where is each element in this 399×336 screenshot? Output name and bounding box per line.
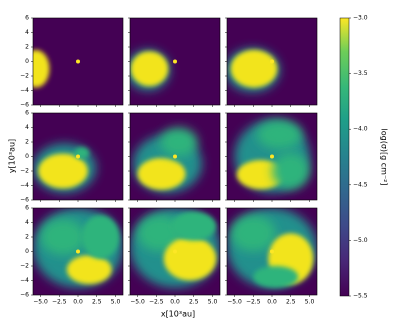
y-tick-label: 4 bbox=[25, 29, 29, 36]
y-tick-label: −4 bbox=[20, 277, 29, 284]
density-blob bbox=[38, 153, 88, 189]
density-blob bbox=[272, 152, 310, 190]
panel bbox=[130, 113, 220, 200]
density-blob bbox=[253, 266, 299, 288]
y-tick-label: −6 bbox=[20, 102, 29, 109]
density-blob bbox=[163, 237, 217, 281]
sink-particle bbox=[76, 249, 80, 254]
y-tick-label: −6 bbox=[20, 292, 29, 299]
sink-particle bbox=[270, 154, 274, 159]
sink-particle bbox=[173, 249, 177, 254]
colorbar-tick-label: −4.5 bbox=[353, 181, 368, 188]
sink-particle bbox=[76, 59, 80, 64]
x-axis-label: x[10³au] bbox=[161, 310, 195, 319]
density-blob bbox=[81, 215, 120, 259]
density-blob bbox=[66, 255, 112, 285]
x-tick-label: 0.0 bbox=[267, 299, 277, 306]
sink-particle bbox=[76, 154, 80, 159]
y-tick-label: 0 bbox=[25, 153, 29, 160]
sink-particle bbox=[270, 59, 274, 64]
panel bbox=[33, 208, 123, 295]
x-tick-label: −2.5 bbox=[246, 299, 261, 306]
sink-particle bbox=[173, 154, 177, 159]
sink-particle bbox=[173, 59, 177, 64]
panel bbox=[227, 18, 317, 105]
x-tick-label: 5.0 bbox=[208, 299, 218, 306]
x-tick-label: 2.5 bbox=[92, 299, 102, 306]
x-tick-label: 5.0 bbox=[111, 299, 121, 306]
density-blob bbox=[257, 120, 302, 150]
colorbar-tick-label: −3.0 bbox=[353, 15, 368, 22]
sink-particle bbox=[270, 249, 274, 254]
x-tick-label: 0.0 bbox=[170, 299, 180, 306]
y-tick-label: 2 bbox=[25, 139, 29, 146]
y-tick-label: −2 bbox=[20, 263, 29, 270]
density-blob bbox=[230, 215, 276, 252]
panel bbox=[130, 208, 220, 295]
y-tick-label: 6 bbox=[25, 110, 29, 117]
y-tick-label: −4 bbox=[20, 87, 29, 94]
y-tick-label: 6 bbox=[25, 205, 29, 212]
panel bbox=[130, 18, 220, 105]
density-blob bbox=[137, 215, 183, 252]
y-tick-label: −2 bbox=[20, 73, 29, 80]
x-tick-label: −2.5 bbox=[149, 299, 164, 306]
density-blob bbox=[40, 218, 86, 256]
y-tick-label: 4 bbox=[25, 219, 29, 226]
y-tick-label: 6 bbox=[25, 15, 29, 22]
panel bbox=[227, 208, 317, 295]
colorbar-tick-label: −4.0 bbox=[353, 126, 368, 133]
x-tick-label: 2.5 bbox=[286, 299, 296, 306]
colorbar-label: log(σ)[g cm⁻²] bbox=[380, 129, 389, 186]
colorbar-tick-label: −5.0 bbox=[353, 237, 368, 244]
density-blob bbox=[33, 49, 50, 88]
x-tick-label: −2.5 bbox=[52, 299, 67, 306]
x-tick-label: −5.0 bbox=[33, 299, 48, 306]
density-blob bbox=[137, 157, 186, 190]
y-tick-label: −4 bbox=[20, 182, 29, 189]
x-tick-label: 5.0 bbox=[305, 299, 315, 306]
y-tick-label: 2 bbox=[25, 44, 29, 51]
y-tick-label: −6 bbox=[20, 197, 29, 204]
panel bbox=[33, 113, 123, 200]
colorbar-tick-label: −3.5 bbox=[353, 70, 368, 77]
density-blob bbox=[160, 127, 198, 157]
y-tick-label: 0 bbox=[25, 248, 29, 255]
x-tick-label: 2.5 bbox=[189, 299, 199, 306]
panel bbox=[33, 18, 123, 105]
x-tick-label: 0.0 bbox=[73, 299, 83, 306]
density-blob bbox=[230, 49, 278, 88]
x-tick-label: −5.0 bbox=[227, 299, 242, 306]
colorbar-tick-label: −5.5 bbox=[353, 293, 368, 300]
density-blob bbox=[130, 51, 169, 87]
x-tick-label: −5.0 bbox=[130, 299, 145, 306]
panel bbox=[227, 113, 317, 200]
y-axis-label: y[10³au] bbox=[8, 139, 17, 173]
colorbar bbox=[339, 17, 350, 297]
y-tick-label: −2 bbox=[20, 168, 29, 175]
y-tick-label: 0 bbox=[25, 58, 29, 65]
y-tick-label: 4 bbox=[25, 124, 29, 131]
density-blob bbox=[171, 211, 217, 241]
y-tick-label: 2 bbox=[25, 234, 29, 241]
